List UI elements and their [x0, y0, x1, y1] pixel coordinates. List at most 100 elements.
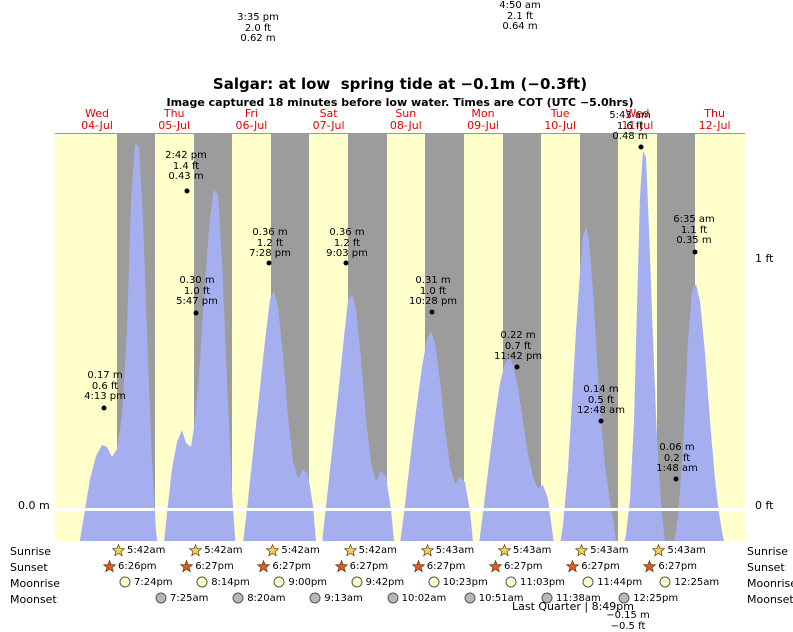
moonset-time: 7:25am	[170, 593, 209, 604]
sunset-star-icon	[180, 560, 194, 573]
moonrise-entry: 9:00pm	[273, 576, 327, 589]
sunset-entry: 6:27pm	[643, 560, 697, 573]
sunrise-time: 5:42am	[358, 545, 397, 556]
moonrise-time: 11:03pm	[520, 577, 565, 588]
plot-area	[55, 133, 745, 541]
day-label: Wed 11-Jul	[621, 107, 654, 132]
day-label: Thu 12-Jul	[698, 107, 731, 132]
moonrise-time: 9:42pm	[365, 577, 405, 588]
astro-row-label-right: Moonrise	[747, 577, 793, 590]
sunset-star-icon	[334, 560, 348, 573]
tide-curve	[79, 144, 725, 541]
moonset-disc-icon	[155, 592, 168, 605]
moonset-entry: 8:20am	[232, 592, 286, 605]
sunrise-star-icon	[189, 544, 203, 557]
moonrise-entry: 8:14pm	[196, 576, 250, 589]
tide-point-dot	[193, 310, 199, 316]
tide-annotation: 0.06 m 0.2 ft 1:48 am	[656, 442, 698, 474]
tide-point-dot	[514, 364, 520, 370]
tide-annotation: 2:42 pm 1.4 ft 0.43 m	[165, 150, 207, 182]
astro-row-label-left: Moonset	[10, 593, 57, 606]
tide-point-dot	[692, 249, 698, 255]
sunset-star-icon	[103, 560, 116, 573]
tide-point-dot	[184, 188, 190, 194]
moonrise-disc-icon	[196, 576, 209, 589]
tide-annotation: 0.30 m 1.0 ft 5:47 pm	[176, 275, 218, 307]
sunset-time: 6:27pm	[195, 561, 234, 572]
sunrise-star-icon	[343, 544, 357, 557]
sunset-star-icon	[257, 560, 271, 573]
tide-point-dot	[638, 144, 644, 150]
sunset-time: 6:26pm	[118, 561, 157, 572]
sunset-time: 6:27pm	[349, 561, 389, 572]
tide-point-dot	[266, 260, 272, 266]
sunrise-entry: 5:43am	[498, 544, 551, 557]
sunset-time: 6:27pm	[426, 561, 466, 572]
moonrise-disc-icon	[351, 576, 364, 589]
sunset-star-icon	[566, 560, 580, 573]
day-label: Wed 04-Jul	[81, 107, 113, 132]
moonrise-time: 8:14pm	[211, 577, 250, 588]
tide-annotation: 3:35 pm 2.0 ft 0.62 m	[237, 12, 279, 44]
moonrise-entry: 9:42pm	[351, 576, 405, 589]
astro-row-label-right: Sunset	[747, 561, 785, 574]
moonrise-disc-icon	[428, 576, 441, 589]
tide-point-dot	[598, 418, 604, 424]
tide-point-dot	[429, 309, 435, 315]
sunrise-star-icon	[266, 544, 280, 557]
day-label: Tue 10-Jul	[544, 107, 577, 132]
moonset-entry: 12:25pm	[618, 592, 678, 605]
moonset-disc-icon	[618, 592, 631, 605]
tide-point-dot	[673, 476, 679, 482]
moonrise-time: 9:00pm	[288, 577, 327, 588]
sunrise-entry: 5:42am	[112, 544, 165, 557]
sunset-star-icon	[643, 560, 657, 573]
tide-annotation: 0.31 m 1.0 ft 10:28 pm	[408, 275, 458, 307]
moonrise-entry: 12:25am	[659, 576, 719, 589]
moonset-disc-icon	[464, 592, 477, 605]
moonset-time: 8:20am	[247, 593, 286, 604]
day-label: Thu 05-Jul	[158, 107, 191, 132]
sunset-time: 6:27pm	[272, 561, 311, 572]
sunrise-star-icon	[112, 544, 125, 557]
sunrise-entry: 5:42am	[266, 544, 320, 557]
sunrise-time: 5:43am	[667, 545, 706, 556]
sunset-entry: 6:27pm	[489, 560, 543, 573]
tide-point-dot	[343, 260, 349, 266]
axis-label-right-one-ft: 1 ft	[755, 252, 774, 265]
sunset-entry: 6:27pm	[334, 560, 389, 573]
sunset-time: 6:27pm	[504, 561, 543, 572]
sunrise-entry: 5:43am	[652, 544, 706, 557]
moonrise-disc-icon	[119, 576, 132, 589]
sunrise-star-icon	[420, 544, 434, 557]
sunrise-time: 5:42am	[281, 545, 320, 556]
moonrise-entry: 11:03pm	[505, 576, 565, 589]
day-label: Fri 06-Jul	[235, 107, 268, 132]
sunrise-entry: 5:43am	[420, 544, 475, 557]
zero-level-line	[55, 508, 745, 511]
sunset-entry: 6:27pm	[257, 560, 311, 573]
sunrise-time: 5:43am	[513, 545, 552, 556]
sunrise-time: 5:43am	[435, 545, 475, 556]
astro-row-label-right: Moonset	[747, 593, 793, 606]
moonset-entry: 10:51am	[464, 592, 523, 605]
moonset-disc-icon	[387, 592, 400, 605]
tide-annotation: 0.17 m 0.6 ft 4:13 pm	[84, 370, 126, 402]
tide-annotation: 5:43 am 1.6 ft 0.48 m	[609, 110, 651, 142]
moonrise-disc-icon	[273, 576, 286, 589]
moonset-time: 10:02am	[401, 593, 447, 604]
moonrise-entry: 7:24pm	[119, 576, 173, 589]
tide-annotation: 0.36 m 1.2 ft 9:03 pm	[326, 227, 368, 259]
sunset-star-icon	[489, 560, 502, 573]
moonset-disc-icon	[541, 592, 554, 605]
day-label: Sat 07-Jul	[312, 107, 345, 132]
page-title: Salgar: at low spring tide at −0.1m (−0.…	[212, 75, 588, 93]
sunset-entry: 6:27pm	[566, 560, 620, 573]
sunrise-time: 5:42am	[204, 545, 243, 556]
sunset-entry: 6:27pm	[180, 560, 234, 573]
moonset-time: 11:38am	[556, 593, 601, 604]
moon-phase-label: Last Quarter | 8:49pm	[511, 600, 635, 613]
moonset-entry: 7:25am	[155, 592, 208, 605]
tide-annotation: 6:35 am 1.1 ft 0.35 m	[673, 214, 715, 246]
sunrise-time: 5:42am	[127, 545, 166, 556]
